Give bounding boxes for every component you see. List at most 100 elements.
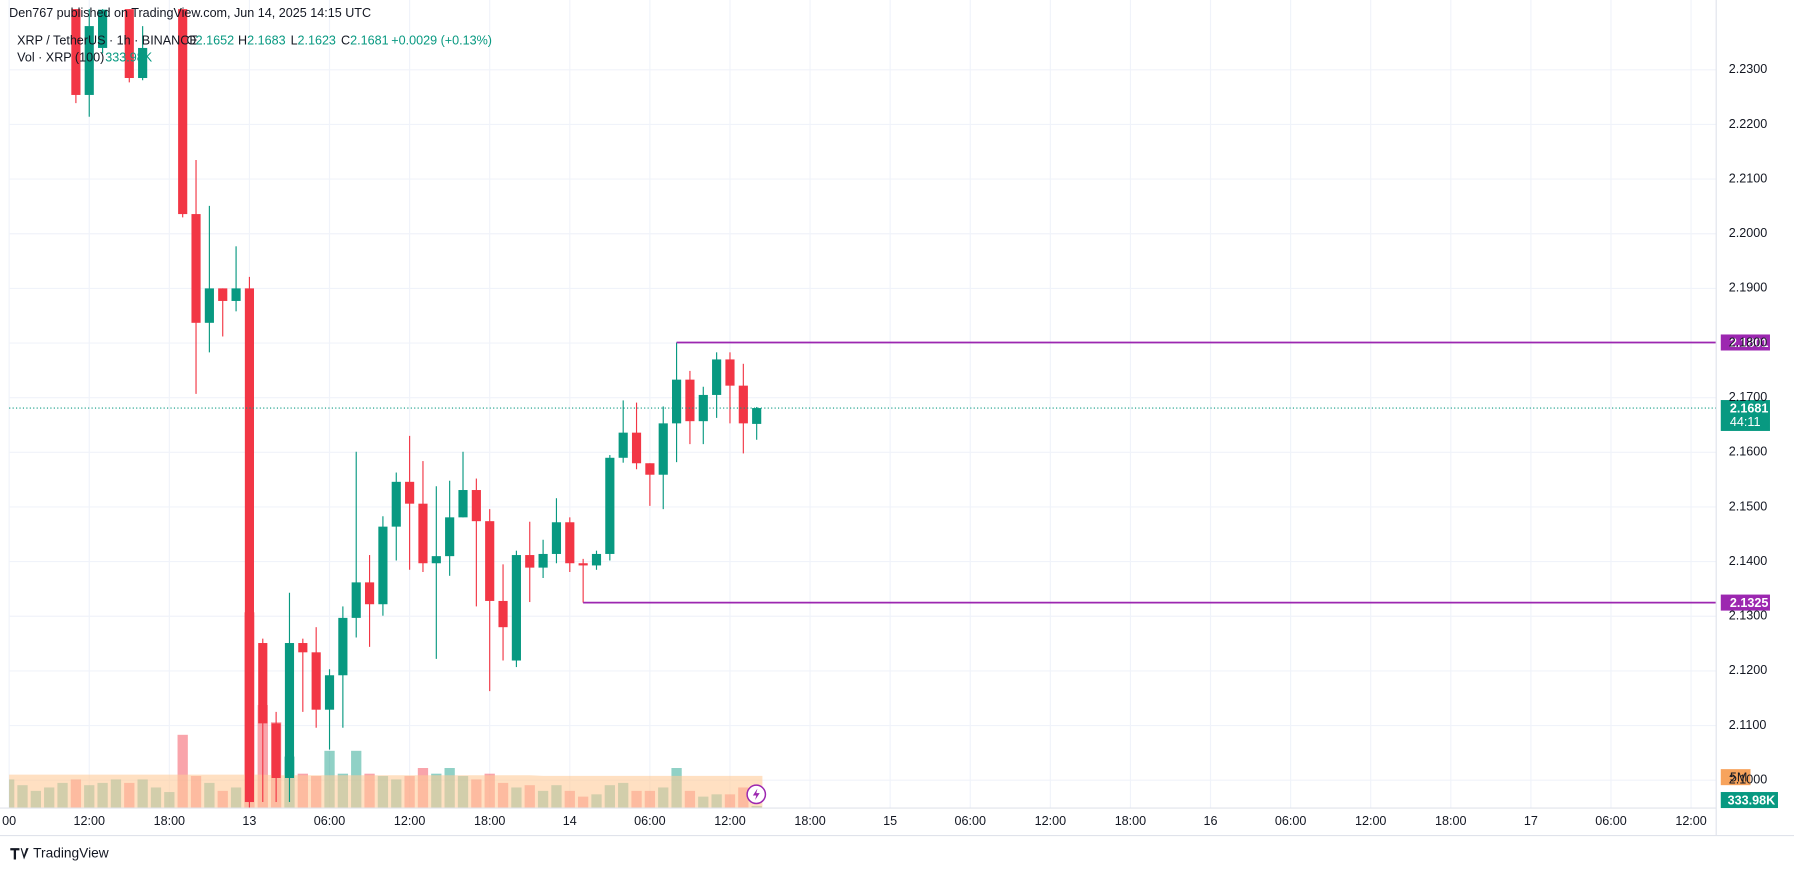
candle-body [738, 385, 748, 424]
x-tick-label: 12:00 [74, 814, 105, 828]
countdown: 44:11 [1730, 415, 1761, 429]
x-tick-label: 12:00 [394, 814, 425, 828]
candle-body [752, 408, 762, 424]
y-tick-label: 2.1000 [1729, 773, 1767, 787]
candle-body [605, 457, 615, 554]
x-tick-label: 16 [1204, 814, 1218, 828]
replay-icon-bolt [752, 788, 760, 801]
candle-body [511, 555, 521, 661]
x-tick-label: 12:00 [1675, 814, 1706, 828]
current-price-box [1720, 400, 1770, 431]
candle-body [178, 9, 188, 215]
candle-body [551, 522, 562, 554]
candle-body [658, 423, 668, 475]
y-tick-label: 2.1900 [1729, 281, 1767, 295]
volume-last-box [1720, 792, 1778, 809]
legend-key: C [341, 34, 350, 48]
y-tick-label: 2.1100 [1729, 718, 1767, 732]
candle-body [231, 288, 241, 301]
x-tick-label: 12:00 [714, 814, 745, 828]
candle-body [712, 359, 722, 395]
candle-body [525, 555, 535, 568]
candle-body [338, 617, 348, 676]
x-tick-label: 06:00 [634, 814, 665, 828]
candle-body [98, 9, 108, 48]
volume-bar [177, 734, 188, 809]
candle-body [685, 379, 695, 422]
brand: TradingView [33, 845, 109, 860]
candle-body [324, 675, 335, 710]
y-tick-label: 2.1500 [1729, 499, 1767, 513]
candle-body [631, 432, 642, 464]
candle-body [391, 481, 401, 527]
candle-body [284, 643, 295, 778]
legend-low: 2.1623 [297, 34, 335, 48]
candle-body [645, 463, 655, 475]
candle-body [565, 522, 575, 564]
legend-change: +0.0029 (+0.13%) [391, 34, 492, 48]
x-tick-label: 06:00 [1275, 814, 1306, 828]
candle-body [458, 490, 468, 518]
volume-pane [9, 612, 763, 809]
x-tick-label: 17 [1524, 814, 1538, 828]
candle-body [298, 643, 308, 653]
level-label-box [1720, 334, 1770, 351]
volume-title: Vol · XRP (100) [17, 51, 104, 65]
x-tick-label: 06:00 [314, 814, 345, 828]
candle-body [191, 214, 201, 323]
x-tick-label: 18:00 [154, 814, 185, 828]
level-label-box [1720, 594, 1770, 611]
candle-body [578, 563, 588, 566]
y-tick-label: 2.2200 [1729, 117, 1767, 131]
y-tick-label: 2.1200 [1729, 663, 1767, 677]
level-label: 2.1801 [1730, 336, 1768, 350]
candle-body [271, 723, 281, 778]
x-tick-label: 18:00 [474, 814, 505, 828]
candle-body [485, 521, 495, 601]
candle-body [538, 553, 548, 568]
x-tick-label: 14 [563, 814, 577, 828]
candle-body [84, 26, 94, 95]
x-tick-label: 18:00 [1435, 814, 1466, 828]
volume-tick-label: 5M [1730, 771, 1747, 785]
y-tick-label: 2.1700 [1729, 390, 1767, 404]
candle-body [378, 526, 388, 605]
y-tick-label: 2.2100 [1729, 171, 1767, 185]
candle-body [445, 517, 455, 557]
legend-close: 2.1681 [350, 34, 388, 48]
y-tick-label: 2.2300 [1729, 62, 1767, 76]
x-tick-label: 15 [883, 814, 897, 828]
current-price-label: 2.1681 [1730, 402, 1768, 416]
candle-body [591, 553, 602, 566]
candle-body [672, 379, 682, 424]
candle-body [418, 503, 428, 564]
x-tick-label: 06:00 [1595, 814, 1626, 828]
candle-body [71, 9, 81, 95]
y-tick-label: 2.2000 [1729, 226, 1767, 240]
x-tick-label: 00 [2, 814, 16, 828]
candle-body [618, 432, 628, 458]
x-tick-label: 06:00 [955, 814, 986, 828]
volume-legend-value: 333.98K [105, 51, 152, 65]
volume-ma-area [9, 774, 763, 809]
candle-body [311, 652, 321, 710]
legend-high: 2.1683 [247, 34, 285, 48]
candle-body [725, 359, 735, 386]
candle-body [244, 288, 255, 803]
candle-body [431, 556, 441, 564]
x-tick-label: 13 [242, 814, 256, 828]
legend-key: O [186, 34, 196, 48]
brand-logo [10, 848, 29, 860]
candle-body [204, 288, 214, 323]
x-tick-label: 18:00 [794, 814, 825, 828]
volume-tick-box [1720, 769, 1751, 786]
legend-key: H [238, 34, 247, 48]
candle-body [405, 481, 415, 504]
byline: Den767 published on TradingView.com, Jun… [9, 6, 371, 20]
level-label: 2.1325 [1730, 596, 1768, 610]
legend-key: L [291, 34, 298, 48]
legend-open: 2.1652 [196, 34, 234, 48]
